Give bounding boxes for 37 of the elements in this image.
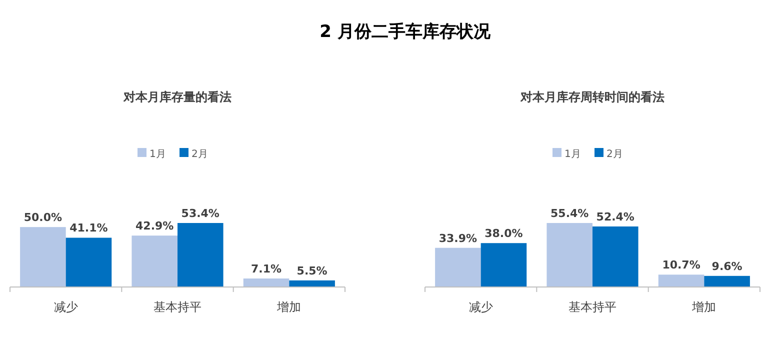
data-label: 7.1%: [251, 262, 282, 276]
data-label: 52.4%: [596, 210, 634, 224]
bar: [435, 248, 481, 287]
data-label: 42.9%: [136, 220, 174, 233]
bar: [66, 238, 112, 287]
x-tick-label: 基本持平: [154, 300, 202, 314]
legend-label: 2月: [606, 149, 623, 160]
legend-label: 1月: [150, 149, 166, 160]
chart-title: 对本月库存周转时间的看法: [520, 90, 664, 104]
bar: [289, 280, 335, 287]
x-tick-label: 基本持平: [568, 300, 616, 314]
bar: [132, 236, 178, 287]
bar: [20, 227, 66, 287]
legend-label: 1月: [564, 149, 581, 160]
data-label: 10.7%: [662, 258, 700, 272]
bar: [704, 276, 750, 287]
data-label: 9.6%: [712, 260, 742, 273]
bar: [178, 223, 224, 287]
data-label: 5.5%: [296, 264, 328, 278]
chart-title: 对本月库存量的看法: [122, 90, 232, 104]
x-tick-label: 增加: [691, 300, 716, 314]
bar: [592, 226, 638, 287]
data-label: 38.0%: [484, 227, 523, 240]
legend-label: 2月: [192, 149, 208, 160]
data-label: 53.4%: [181, 207, 220, 220]
bar: [480, 243, 527, 287]
bar: [243, 278, 290, 287]
data-label: 55.4%: [550, 207, 589, 220]
text: 2 月份二手车库存状况: [320, 22, 492, 42]
bar: [658, 274, 704, 287]
bar: [546, 223, 592, 287]
data-label: 33.9%: [438, 232, 478, 245]
x-tick-label: 减少: [468, 300, 493, 314]
data-label: 41.1%: [70, 222, 108, 235]
x-tick-label: 增加: [276, 300, 302, 314]
x-tick-label: 减少: [54, 300, 78, 314]
data-label: 50.0%: [24, 211, 62, 224]
